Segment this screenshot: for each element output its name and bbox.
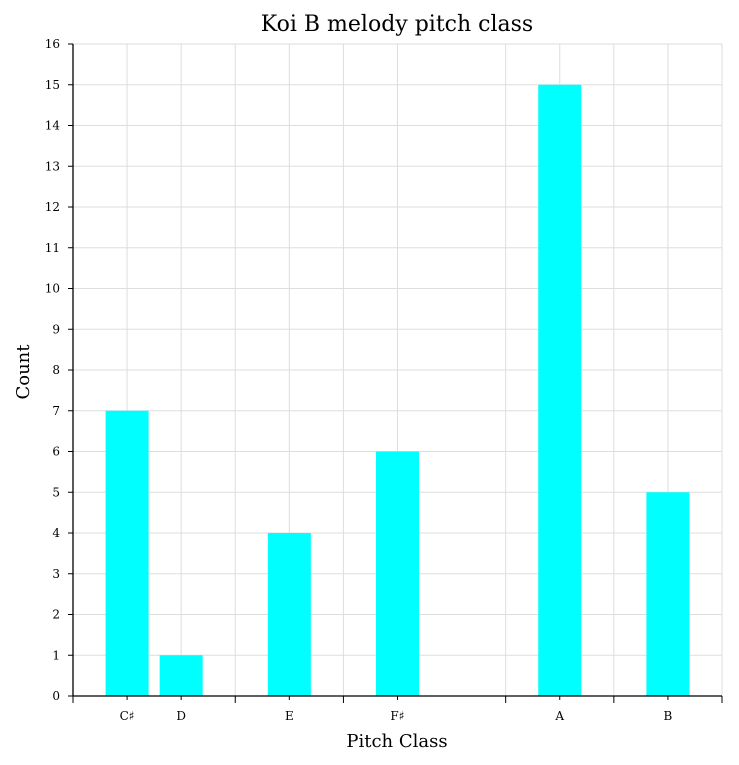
x-tick-label: C♯ [120,709,135,723]
y-tick-label: 6 [52,445,60,459]
x-tick-label: E [285,709,294,723]
x-tick-label: D [176,709,186,723]
bar-5 [538,84,582,696]
y-tick-label: 9 [52,322,60,336]
x-tick-label: F♯ [390,709,404,723]
bar-2 [159,655,203,696]
chart-title: Koi B melody pitch class [261,12,533,37]
y-tick-label: 15 [45,78,60,92]
bar-layer [105,84,690,696]
y-tick-label: 12 [45,200,60,214]
y-tick-label: 3 [52,567,60,581]
y-tick-label: 1 [52,648,60,662]
y-tick-label: 4 [52,526,60,540]
y-tick-label: 8 [52,363,60,377]
x-axis-title: Pitch Class [346,731,447,752]
bar-3 [267,533,311,696]
y-tick-label: 13 [45,159,60,173]
bar-1 [105,410,149,696]
y-tick-label: 5 [52,485,60,499]
y-tick-label: 0 [52,689,60,703]
y-tick-label: 7 [52,404,60,418]
y-axis-title: Count [13,344,34,400]
y-tick-label: 16 [45,37,60,51]
x-tick-label: A [554,709,564,723]
y-tick-label: 11 [45,241,60,255]
y-tick-label: 2 [52,608,60,622]
y-tick-label: 10 [45,282,60,296]
x-tick-layer: C♯ D E F♯ A B [72,696,723,723]
y-tick-label: 14 [45,119,61,133]
bar-4 [376,451,419,696]
x-tick-label: B [664,709,673,723]
bar-6 [646,492,690,696]
